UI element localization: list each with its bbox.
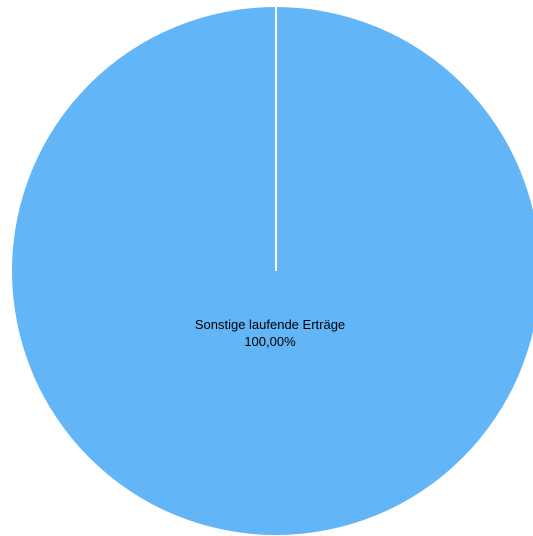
pie-slices [12, 7, 533, 535]
pie-labels: Sonstige laufende Erträge 100,00% [195, 317, 345, 349]
slice-value-label-0: 100,00% [244, 334, 296, 349]
slice-label-0: Sonstige laufende Erträge [195, 317, 345, 332]
pie-slice-0 [12, 7, 533, 535]
